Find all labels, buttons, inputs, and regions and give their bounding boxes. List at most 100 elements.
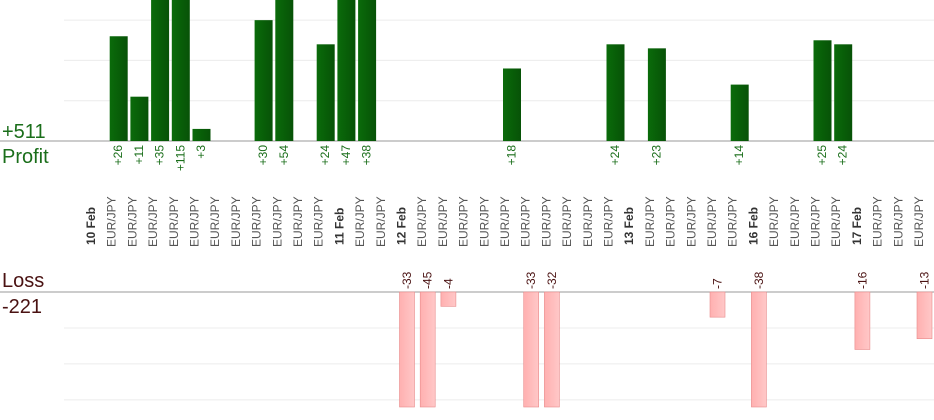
value-label: -33 xyxy=(524,271,538,289)
loss-bar xyxy=(916,291,933,340)
profit-total: +511 xyxy=(2,121,46,143)
pair-label: EUR/JPY xyxy=(788,196,802,247)
pair-label: EUR/JPY xyxy=(519,196,533,247)
value-label: +23 xyxy=(649,145,663,166)
bars xyxy=(109,0,933,408)
date-label: 12 Feb xyxy=(395,207,409,245)
profit-bar xyxy=(834,44,853,141)
pair-label: EUR/JPY xyxy=(643,196,657,247)
pair-label: EUR/JPY xyxy=(250,196,264,247)
value-label: -16 xyxy=(855,271,869,289)
pair-label: EUR/JPY xyxy=(912,196,926,247)
profit-bar xyxy=(606,44,625,141)
profit-bar xyxy=(503,68,521,141)
value-label: +24 xyxy=(318,145,332,166)
pair-label: EUR/JPY xyxy=(767,196,781,247)
value-label: +11 xyxy=(132,145,146,165)
loss-bar xyxy=(751,291,767,408)
profit-bar xyxy=(254,20,273,142)
value-label: -38 xyxy=(752,271,766,289)
pair-label: EUR/JPY xyxy=(353,196,367,247)
pair-label: EUR/JPY xyxy=(560,196,574,247)
profit-bar xyxy=(130,96,149,141)
pair-label: EUR/JPY xyxy=(146,196,160,247)
profit-bar xyxy=(151,0,170,141)
value-label: +115 xyxy=(173,145,187,171)
value-label: +30 xyxy=(256,145,270,166)
pair-label: EUR/JPY xyxy=(105,196,119,247)
value-label: -33 xyxy=(400,271,414,289)
date-label: 11 Feb xyxy=(332,208,346,245)
value-label: +3 xyxy=(194,145,208,159)
profit-bar xyxy=(109,36,128,141)
date-label: 10 Feb xyxy=(84,207,98,245)
profit-label: Profit xyxy=(2,146,49,168)
pair-label: EUR/JPY xyxy=(477,196,491,247)
value-label: +38 xyxy=(360,145,374,166)
pair-label: EUR/JPY xyxy=(312,196,326,247)
value-label: +54 xyxy=(277,145,291,166)
profit-bar xyxy=(813,40,832,141)
value-label: +35 xyxy=(153,145,167,166)
pair-label: EUR/JPY xyxy=(684,196,698,247)
pair-label: EUR/JPY xyxy=(602,196,616,247)
pair-label: EUR/JPY xyxy=(726,196,740,247)
loss-bar xyxy=(544,291,560,408)
loss-label: Loss xyxy=(2,270,44,292)
pair-label: EUR/JPY xyxy=(539,196,553,247)
value-label: +26 xyxy=(111,145,125,166)
pair-label: EUR/JPY xyxy=(891,196,905,247)
pair-label: EUR/JPY xyxy=(933,196,934,247)
x-axis-labels: 10 Feb EUR/JPY EUR/JPY EUR/JPY EUR/JPY EUR/JP… xyxy=(84,196,934,247)
loss-bar xyxy=(419,291,436,408)
value-label: -7 xyxy=(711,278,725,289)
profit-bar xyxy=(192,128,211,141)
pair-label: EUR/JPY xyxy=(829,196,843,247)
value-label: +18 xyxy=(505,145,519,166)
pair-label: EUR/JPY xyxy=(457,196,471,247)
profit-bar xyxy=(730,84,749,141)
profit-bar xyxy=(647,48,666,141)
pair-label: EUR/JPY xyxy=(270,196,284,247)
loss-total: -221 xyxy=(2,296,42,318)
pair-label: EUR/JPY xyxy=(664,196,678,247)
profit-bar xyxy=(275,0,294,141)
value-label: +47 xyxy=(339,145,353,166)
value-label: -4 xyxy=(441,278,455,289)
date-label: 16 Feb xyxy=(746,207,760,245)
pair-label: EUR/JPY xyxy=(705,196,719,247)
pair-label: EUR/JPY xyxy=(498,196,512,247)
date-label: 13 Feb xyxy=(622,207,636,245)
pair-label: EUR/JPY xyxy=(229,196,243,247)
pair-label: EUR/JPY xyxy=(188,196,202,247)
profit-bar xyxy=(337,0,356,141)
loss-bar xyxy=(854,291,871,350)
value-label: -45 xyxy=(421,271,435,289)
value-label: +25 xyxy=(815,145,829,166)
value-label: -13 xyxy=(918,271,932,289)
loss-bar xyxy=(709,291,726,318)
pair-label: EUR/JPY xyxy=(581,196,595,247)
pair-label: EUR/JPY xyxy=(125,196,139,247)
loss-bar xyxy=(440,291,457,307)
date-label: 17 Feb xyxy=(850,207,864,245)
pair-label: EUR/JPY xyxy=(208,196,222,247)
profit-bar xyxy=(316,44,335,141)
pair-label: EUR/JPY xyxy=(871,196,885,247)
value-label: +14 xyxy=(732,145,746,166)
pair-label: EUR/JPY xyxy=(436,196,450,247)
value-labels: +26 +11 +35 +115 +3 +30 +54 +24 +47 +38 -33 -45 -4 +1… xyxy=(111,145,931,289)
pair-label: EUR/JPY xyxy=(291,196,305,247)
value-label: +24 xyxy=(608,145,622,166)
pair-label: EUR/JPY xyxy=(167,196,181,247)
pair-label: EUR/JPY xyxy=(809,196,823,247)
pair-label: EUR/JPY xyxy=(415,196,429,247)
loss-bar xyxy=(399,291,415,408)
value-label: +24 xyxy=(836,145,850,166)
profit-bar xyxy=(171,0,190,141)
loss-bar xyxy=(523,291,540,408)
pair-label: EUR/JPY xyxy=(374,196,388,247)
profit-bar xyxy=(358,0,377,141)
value-label: -32 xyxy=(545,271,559,289)
